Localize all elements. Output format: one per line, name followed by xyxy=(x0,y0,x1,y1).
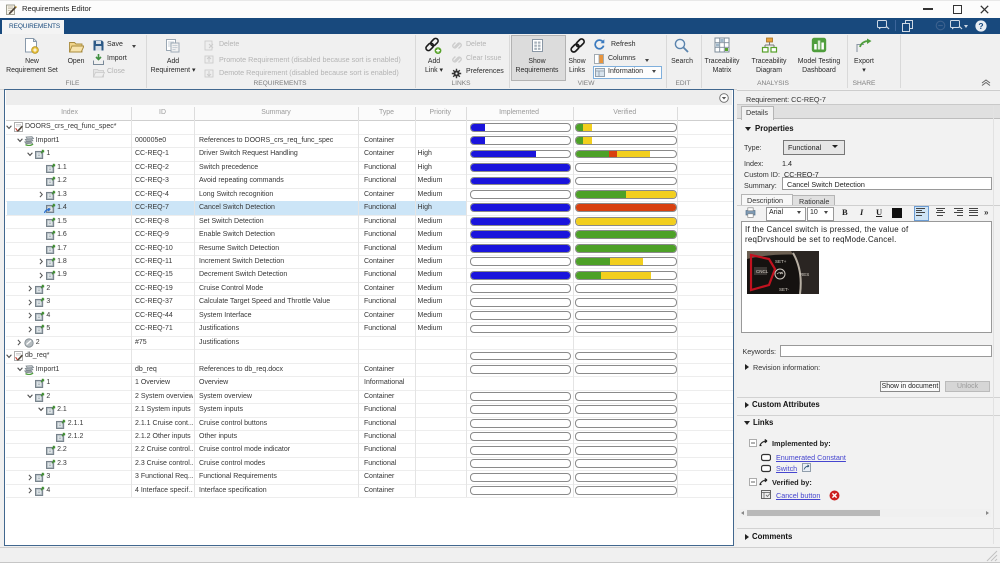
svg-text:RES: RES xyxy=(800,272,809,277)
svg-text:?: ? xyxy=(978,21,983,31)
svg-text:CNCL: CNCL xyxy=(756,269,769,274)
svg-text:SET+: SET+ xyxy=(775,259,787,264)
svg-text:SET-: SET- xyxy=(779,287,790,292)
